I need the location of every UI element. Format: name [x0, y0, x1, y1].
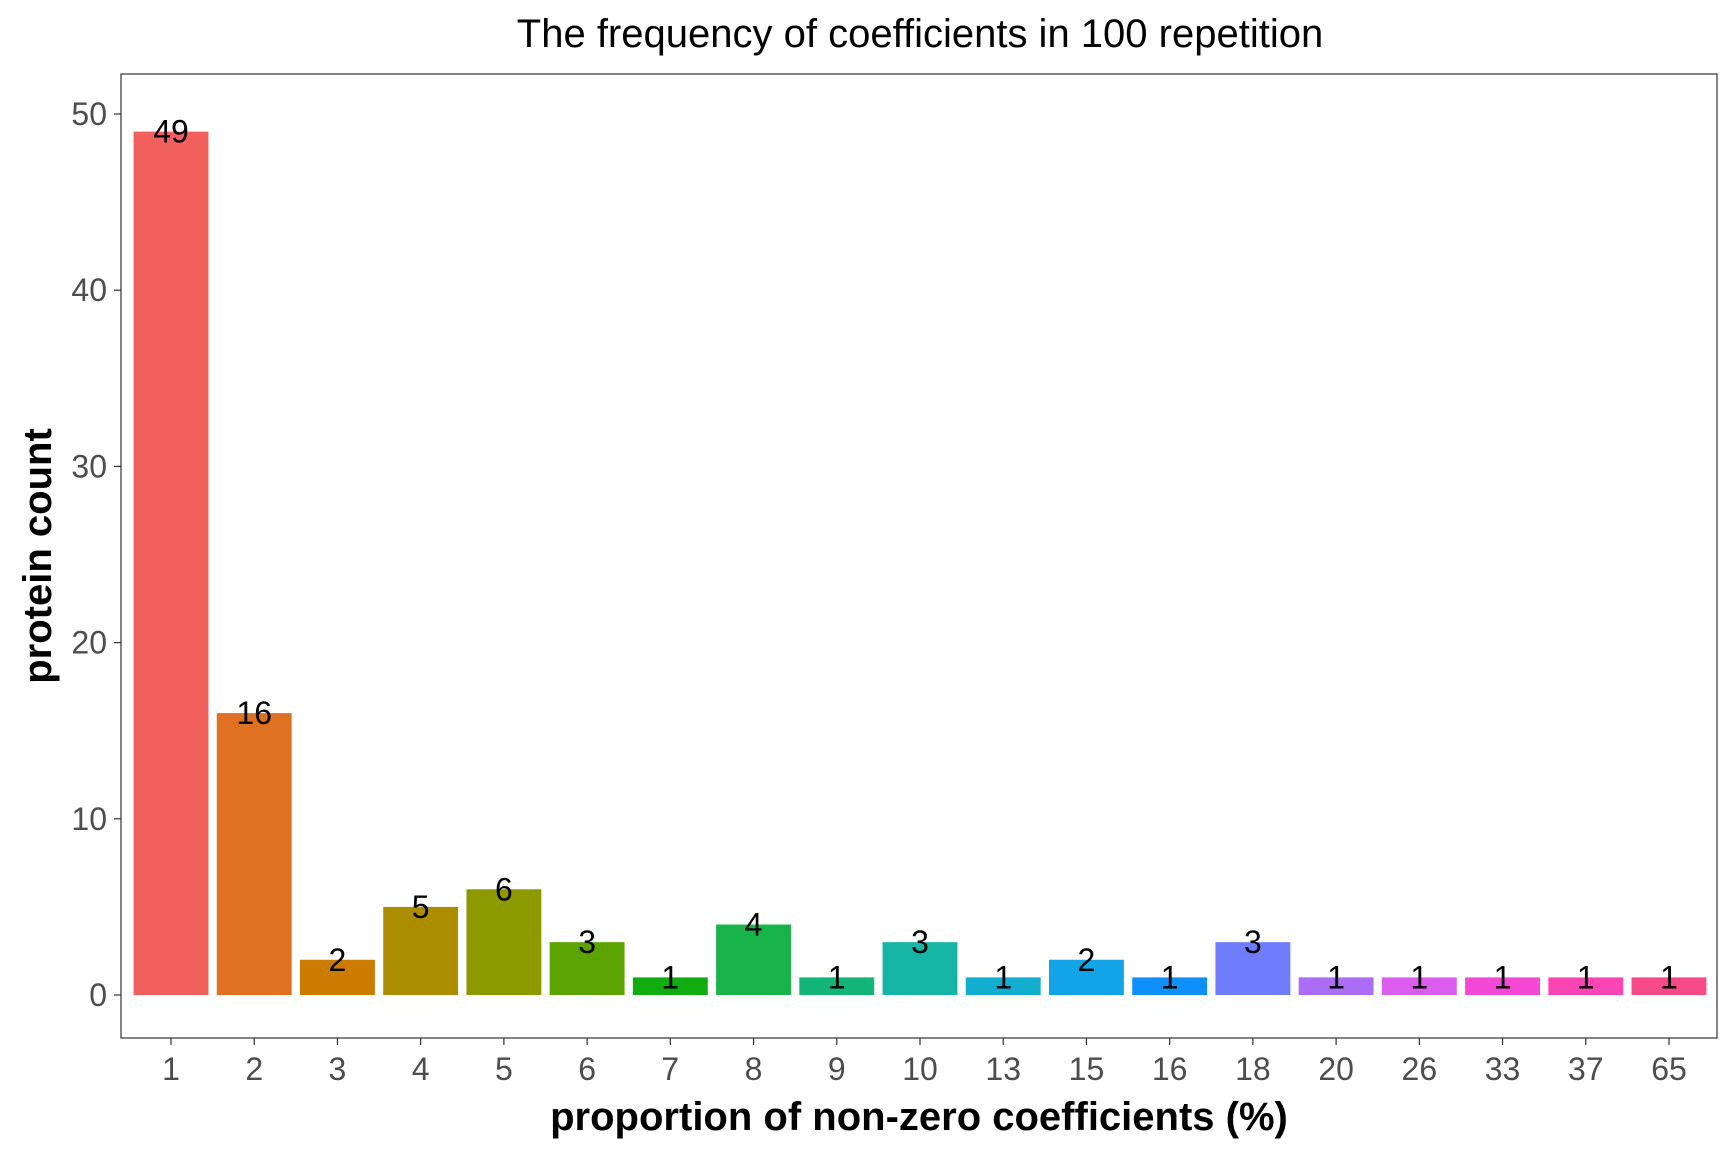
data-label-2: 16 [236, 695, 272, 731]
bars-layer [133, 131, 1707, 995]
x-tick-label-20: 20 [1318, 1051, 1354, 1087]
data-label-7: 1 [661, 959, 679, 995]
x-tick-label-37: 37 [1568, 1051, 1604, 1087]
bar-15 [1048, 959, 1124, 995]
data-label-20: 1 [1327, 959, 1345, 995]
data-label-10: 3 [911, 924, 929, 960]
data-labels-layer: 49 16 2 5 6 3 1 4 1 3 1 2 1 3 1 1 1 1 1 [153, 114, 1678, 996]
data-label-33: 1 [1494, 959, 1512, 995]
bar-2 [216, 713, 292, 995]
x-tick-label-65: 65 [1651, 1051, 1687, 1087]
bar-8 [716, 924, 792, 995]
data-label-26: 1 [1410, 959, 1428, 995]
x-tick-label-1: 1 [162, 1051, 180, 1087]
bar-3 [299, 959, 375, 995]
bar-33 [1465, 977, 1541, 995]
data-label-9: 1 [828, 959, 846, 995]
x-tick-label-13: 13 [985, 1051, 1021, 1087]
x-tick-label-16: 16 [1152, 1051, 1188, 1087]
x-tick-label-9: 9 [828, 1051, 846, 1087]
data-label-4: 5 [412, 889, 430, 925]
bar-26 [1381, 977, 1457, 995]
bar-7 [632, 977, 708, 995]
bar-6 [549, 942, 625, 995]
data-label-8: 4 [745, 907, 763, 943]
x-tick-label-8: 8 [745, 1051, 763, 1087]
data-label-18: 3 [1244, 924, 1262, 960]
y-tick-label-40: 40 [71, 272, 107, 308]
data-label-5: 6 [495, 871, 513, 907]
y-tick-label-20: 20 [71, 625, 107, 661]
data-label-1: 49 [153, 114, 189, 150]
x-tick-label-7: 7 [661, 1051, 679, 1087]
x-axis-title: proportion of non-zero coefficients (%) [550, 1095, 1288, 1139]
y-axis-ticks: 0 10 20 30 40 50 [71, 96, 121, 1013]
x-tick-label-26: 26 [1402, 1051, 1438, 1087]
bar-4 [383, 906, 459, 995]
y-tick-label-50: 50 [71, 96, 107, 132]
bar-20 [1298, 977, 1374, 995]
y-axis-title: protein count [16, 428, 60, 684]
x-axis-ticks: 1 2 3 4 5 6 7 8 9 10 13 15 16 18 20 26 33 37 65 [162, 1038, 1687, 1087]
bar-5 [466, 889, 542, 995]
y-tick-label-0: 0 [89, 977, 107, 1013]
x-tick-label-4: 4 [412, 1051, 430, 1087]
bar-65 [1631, 977, 1707, 995]
bar-13 [965, 977, 1041, 995]
x-tick-label-5: 5 [495, 1051, 513, 1087]
data-label-15: 2 [1078, 942, 1096, 978]
bar-16 [1132, 977, 1208, 995]
bar-9 [799, 977, 875, 995]
bar-1 [133, 131, 209, 995]
x-tick-label-10: 10 [902, 1051, 938, 1087]
bar-10 [882, 942, 958, 995]
data-label-13: 1 [994, 959, 1012, 995]
y-tick-label-10: 10 [71, 801, 107, 837]
x-tick-label-18: 18 [1235, 1051, 1271, 1087]
plot-panel-border [120, 73, 1718, 1039]
data-label-37: 1 [1577, 959, 1595, 995]
data-label-6: 3 [578, 924, 596, 960]
x-tick-label-2: 2 [245, 1051, 263, 1087]
data-label-65: 1 [1660, 959, 1678, 995]
x-tick-label-33: 33 [1485, 1051, 1521, 1087]
bar-18 [1215, 942, 1291, 995]
chart-title: The frequency of coefficients in 100 rep… [517, 12, 1323, 56]
x-tick-label-3: 3 [329, 1051, 347, 1087]
data-label-16: 1 [1161, 959, 1179, 995]
x-tick-label-15: 15 [1069, 1051, 1105, 1087]
data-label-3: 2 [329, 942, 347, 978]
bar-37 [1548, 977, 1624, 995]
y-tick-label-30: 30 [71, 448, 107, 484]
x-tick-label-6: 6 [578, 1051, 596, 1087]
